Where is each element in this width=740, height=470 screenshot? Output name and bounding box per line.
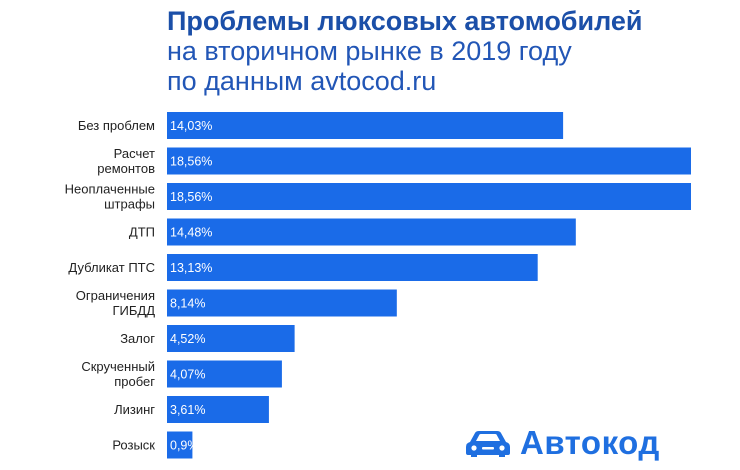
category-label: Скрученный пробег: [81, 359, 155, 389]
data-label: 13,13%: [170, 261, 212, 275]
category-label: Расчет ремонтов: [97, 146, 155, 176]
data-label: 8,14%: [170, 297, 205, 311]
bar: [167, 360, 282, 388]
bar: [167, 289, 397, 317]
logo-text: Автокод: [520, 424, 660, 461]
data-label: 4,52%: [170, 332, 205, 346]
title-line-1: Проблемы люксовых автомобилей: [167, 6, 643, 36]
data-label: 18,56%: [170, 190, 212, 204]
title-line-2: на вторичном рынке в 2019 году: [167, 36, 572, 66]
chart-title: Проблемы люксовых автомобилей на вторичн…: [167, 6, 643, 96]
data-label: 3,61%: [170, 403, 205, 417]
category-label: Неоплаченные штрафы: [65, 182, 155, 212]
data-label: 4,07%: [170, 368, 205, 382]
bar: [167, 325, 295, 352]
bar: [167, 147, 691, 175]
bar: [167, 183, 691, 210]
data-label: 0,9%: [170, 439, 199, 453]
bar: [167, 112, 564, 139]
category-label: ДТП: [129, 225, 155, 240]
title-line-3: по данным avtocod.ru: [167, 66, 437, 96]
category-label: Лизинг: [114, 402, 155, 417]
category-label: Дубликат ПТС: [68, 260, 155, 275]
category-label: Розыск: [112, 438, 155, 453]
bar: [167, 254, 538, 281]
category-label: Залог: [120, 331, 155, 346]
bar: [167, 431, 193, 459]
bar: [167, 218, 576, 246]
category-label: Без проблем: [78, 118, 155, 133]
data-label: 14,48%: [170, 226, 212, 240]
data-label: 18,56%: [170, 155, 212, 169]
category-label: Ограничения ГИБДД: [76, 288, 155, 318]
bar: [167, 396, 269, 423]
autocod-logo: Автокод: [464, 424, 660, 462]
car-icon: [466, 431, 510, 457]
data-label: 14,03%: [170, 119, 212, 133]
